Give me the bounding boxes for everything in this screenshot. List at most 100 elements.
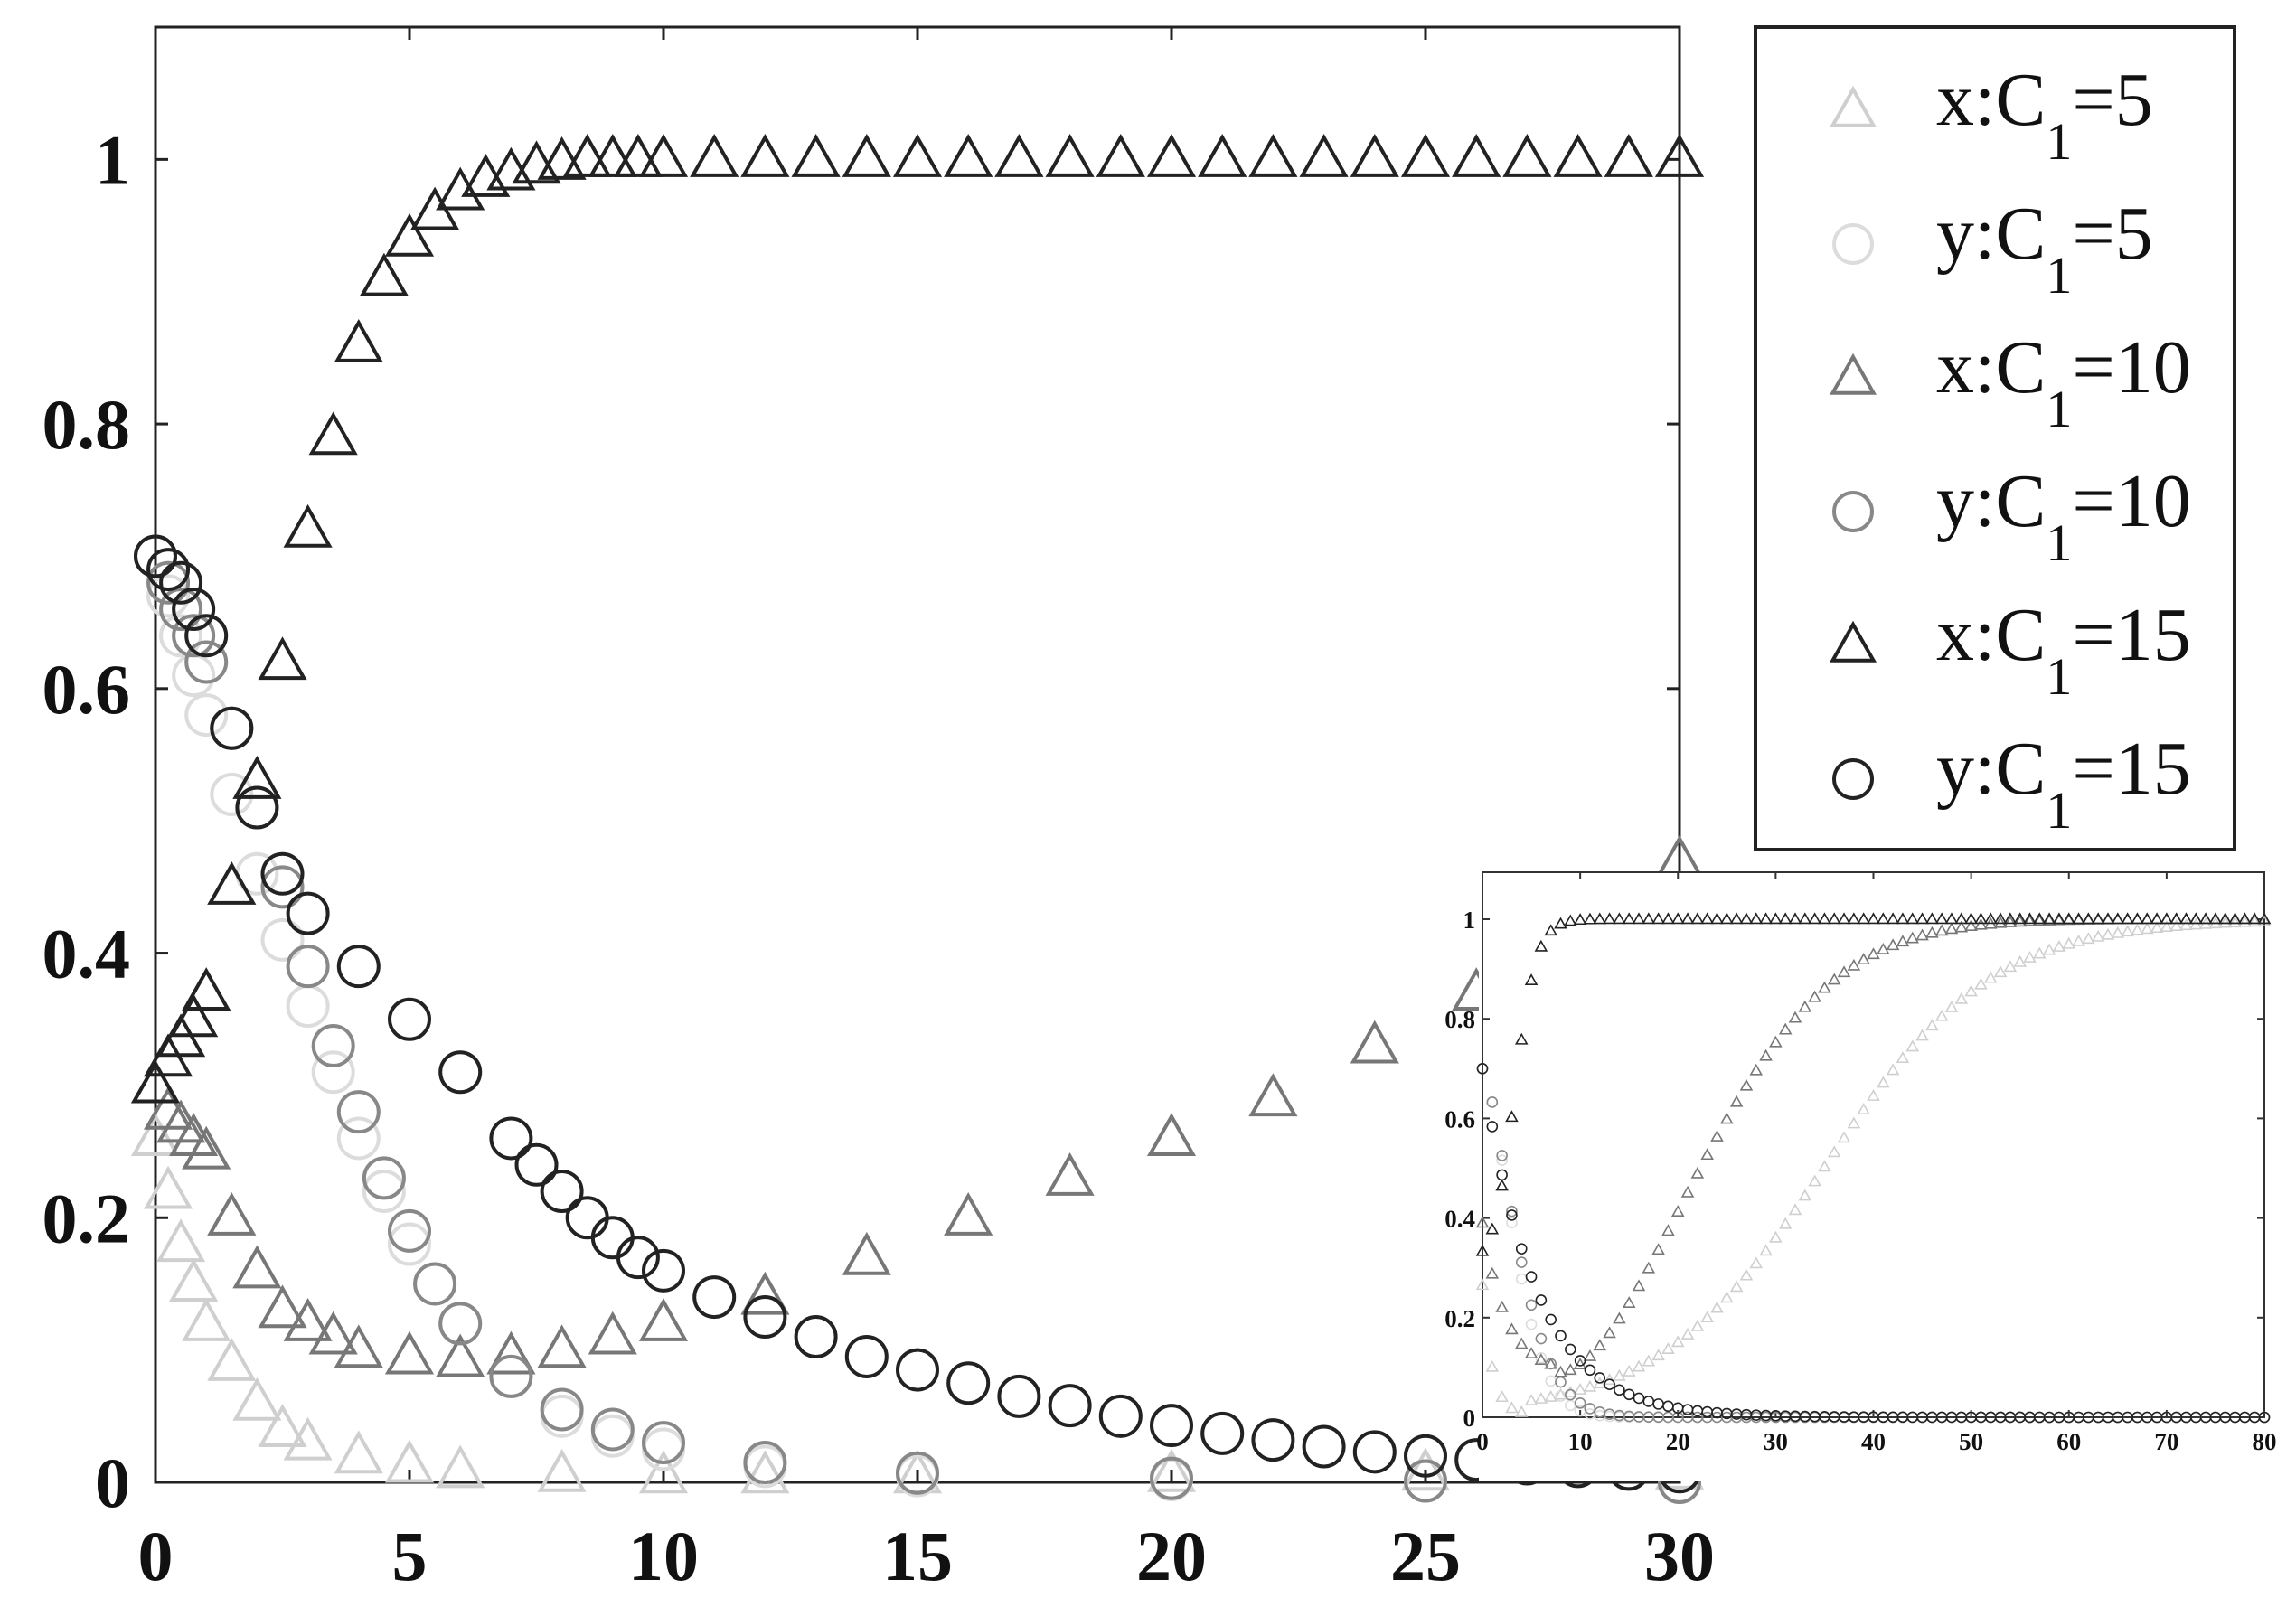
inset-data-point <box>2121 925 2134 937</box>
inset-data-point <box>1486 1121 1499 1133</box>
data-point <box>184 614 229 658</box>
data-point <box>436 166 485 211</box>
data-point <box>232 1377 282 1421</box>
inset-data-point <box>1739 912 1754 925</box>
data-point <box>182 1298 231 1341</box>
inset-data-point <box>2150 912 2164 925</box>
data-point <box>311 1050 355 1095</box>
inset-data-point <box>1622 1364 1636 1377</box>
inset-data-point <box>1827 1145 1841 1158</box>
data-point <box>1400 1447 1451 1491</box>
inset-data-point <box>1788 1203 1802 1216</box>
inset-data-point <box>2140 922 2154 935</box>
inset-data-point <box>1847 912 1861 925</box>
inset-data-point <box>2258 1411 2271 1424</box>
legend-marker <box>1829 620 1877 663</box>
inset-data-point <box>2131 923 2144 935</box>
legend-item: x:C1=15 <box>1829 593 2191 706</box>
data-point <box>159 560 203 605</box>
inset-data-point <box>2238 915 2252 927</box>
data-point <box>638 1450 689 1494</box>
data-point <box>944 1191 993 1236</box>
data-point <box>283 1298 333 1341</box>
inset-data-point <box>1847 958 1861 971</box>
data-point <box>210 706 254 750</box>
inset-data-point <box>1545 1313 1557 1326</box>
data-point <box>413 1262 457 1306</box>
inset-data-point <box>1564 914 1577 926</box>
inset-data-point <box>1651 912 1665 925</box>
y-tick-label: 0.4 <box>42 915 131 993</box>
inset-data-point <box>1554 1387 1567 1400</box>
inset-data-point <box>1505 1401 1519 1414</box>
inset-data-point <box>1720 1112 1734 1124</box>
data-point <box>156 1218 206 1263</box>
inset-data-point <box>1534 939 1548 952</box>
data-point <box>260 865 305 909</box>
data-point <box>146 560 191 605</box>
inset-data-point <box>2091 929 2105 942</box>
data-point <box>588 134 637 177</box>
inset-data-point <box>1857 953 1870 965</box>
data-point <box>590 1407 635 1452</box>
inset-data-point <box>1877 912 1890 925</box>
inset-data-point <box>1934 912 1949 925</box>
inset-data-point <box>1934 1009 1949 1021</box>
legend-label: x:C1=5 <box>1936 58 2153 171</box>
inset-data-point <box>1857 912 1870 925</box>
data-point <box>184 693 229 738</box>
data-point <box>896 1451 939 1495</box>
inset-data-point <box>2189 912 2203 925</box>
data-point <box>286 945 330 989</box>
data-point <box>384 212 435 257</box>
data-point <box>283 1416 333 1461</box>
inset-data-point <box>1769 1035 1783 1048</box>
inset-data-point <box>1974 977 1988 990</box>
inset-data-point <box>1739 1268 1754 1281</box>
legend-marker <box>1832 491 1874 532</box>
x-tick-label: 15 <box>882 1517 953 1595</box>
data-point <box>286 891 330 935</box>
inset-data-point <box>1925 1019 1939 1031</box>
data-point <box>308 1311 358 1355</box>
inset-data-point <box>1769 912 1783 925</box>
inset-data-point <box>1700 912 1714 925</box>
series-5 <box>130 134 1705 1104</box>
inset-data-point <box>1565 1343 1576 1356</box>
inset-data-point <box>2033 912 2047 925</box>
data-point <box>384 1439 435 1483</box>
inset-data-point <box>1505 1110 1519 1123</box>
inset-data-point <box>1565 1388 1576 1401</box>
data-point <box>146 574 191 618</box>
inset-data-point <box>1983 912 1998 925</box>
inset-data-point <box>1769 1230 1783 1243</box>
inset-data-point <box>2062 912 2076 925</box>
data-point <box>1150 1404 1193 1448</box>
data-point <box>169 993 219 1038</box>
inset-data-point <box>2101 927 2115 940</box>
inset-data-point <box>1651 1349 1665 1361</box>
data-point <box>638 1298 689 1341</box>
inset-data-point <box>1680 912 1695 925</box>
data-point <box>690 134 739 177</box>
data-point <box>944 134 993 177</box>
inset-data-point <box>1964 912 1978 925</box>
data-point <box>336 1090 381 1134</box>
series-1 <box>130 1113 1705 1494</box>
inset-data-point <box>1475 1244 1490 1256</box>
data-point <box>207 1191 257 1236</box>
inset-data-point <box>2023 914 2037 926</box>
legend-marker <box>1829 353 1877 395</box>
data-point <box>258 636 307 681</box>
inset-data-point <box>1486 1096 1499 1108</box>
inset-data-point <box>1680 1328 1695 1340</box>
inset-data-point <box>1613 912 1626 925</box>
inset-data-point <box>1573 913 1587 926</box>
inset-data-point <box>1954 992 1969 1004</box>
data-point <box>169 1258 219 1302</box>
data-point <box>436 1333 485 1377</box>
data-point <box>336 1116 381 1161</box>
legend-marker <box>1832 223 1874 265</box>
inset-data-point <box>1993 912 2008 925</box>
inset-data-point <box>1720 1291 1734 1303</box>
